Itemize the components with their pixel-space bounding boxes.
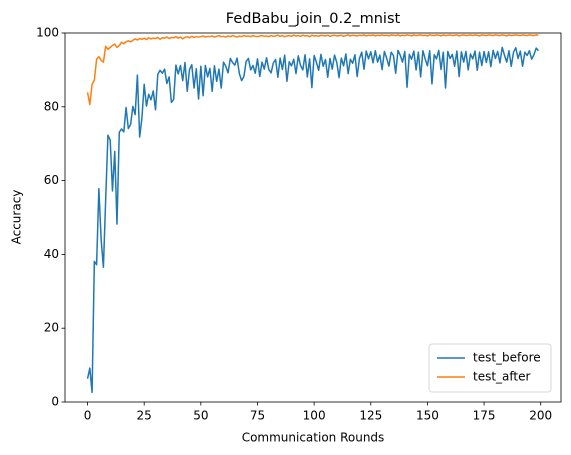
y-tick-label: 40 [44,247,59,261]
x-axis-label: Communication Rounds [242,431,385,445]
y-axis-label: Accuracy [10,190,24,245]
x-tick-label: 200 [529,409,552,423]
x-tick-label: 175 [473,409,496,423]
x-tick-label: 125 [359,409,382,423]
legend-label: test_after [473,370,531,384]
axes-frame [64,32,562,403]
line-series [86,46,540,394]
x-tick-label: 150 [416,409,439,423]
y-tick-label: 20 [44,321,59,335]
x-tick-label: 50 [193,409,208,423]
y-tick-label: 60 [44,173,59,187]
y-tick-label: 0 [51,395,59,409]
legend-box [428,343,552,393]
y-tick-label: 80 [44,99,59,113]
x-tick-label: 0 [84,409,92,423]
y-tick-label: 100 [36,26,59,40]
legend-label: test_before [473,351,541,365]
line-series [86,34,539,106]
chart-title: FedBabu_join_0.2_mnist [226,11,401,27]
x-tick-label: 75 [250,409,265,423]
x-tick-label: 100 [303,409,326,423]
x-tick-label: 25 [137,409,152,423]
